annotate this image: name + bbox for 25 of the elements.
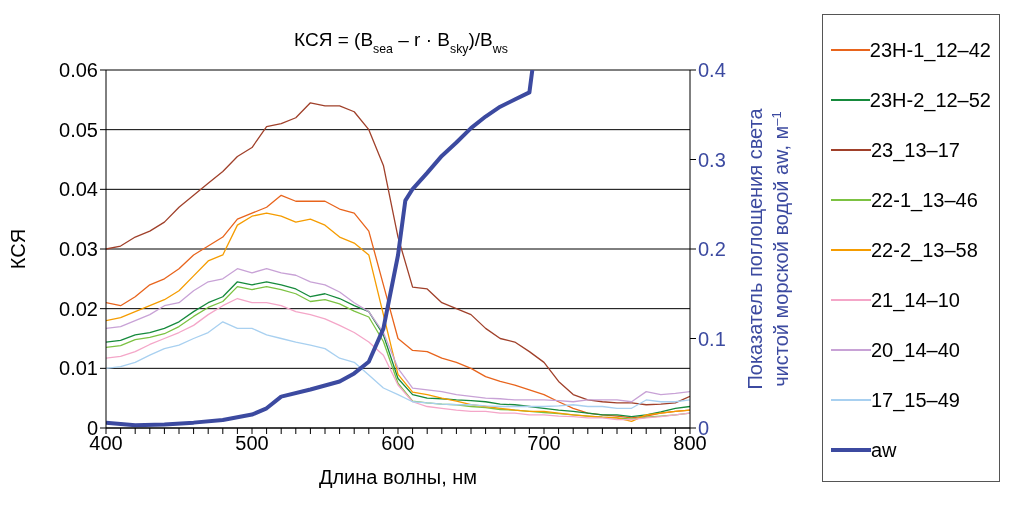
- y2-tick-label: 0.1: [698, 327, 726, 350]
- y2-tick-label: 0.2: [698, 238, 726, 261]
- y-tick-label: 0.05: [59, 118, 98, 141]
- legend-label: 22-1_13–46: [871, 188, 978, 212]
- legend-label: 23Н-1_12–42: [869, 38, 991, 62]
- legend-label: aw: [871, 438, 897, 462]
- legend-label: 21_14–10: [871, 288, 960, 312]
- y-tick-label: 0.06: [59, 59, 98, 82]
- y-axis-title: КСЯ: [7, 228, 30, 270]
- y-tick-label: 0.04: [59, 178, 98, 201]
- legend-label: 17_15–49: [871, 388, 960, 412]
- legend-label: 20_14–40: [871, 338, 960, 362]
- y2-tick-label: 0.3: [698, 148, 726, 171]
- y-tick-label: 0.03: [59, 238, 98, 261]
- x-tick-label: 600: [381, 432, 415, 455]
- y-tick-label: 0.02: [59, 297, 98, 320]
- y2-tick-label: 0.4: [698, 59, 726, 82]
- x-tick-label: 500: [235, 432, 269, 455]
- legend-label: 23_13–17: [871, 138, 960, 162]
- chart-title: КСЯ = (B$_{sea}$ – r · B$_{sky}$)/B$_{ws}$: [294, 29, 508, 56]
- x-tick-label: 700: [527, 432, 561, 455]
- legend-label: 23Н-2_12–52: [869, 88, 991, 112]
- legend-label: 22-2_13–58: [871, 238, 978, 262]
- y-tick-label: 0.01: [59, 357, 98, 380]
- x-axis-title: Длина волны, нм: [318, 466, 478, 488]
